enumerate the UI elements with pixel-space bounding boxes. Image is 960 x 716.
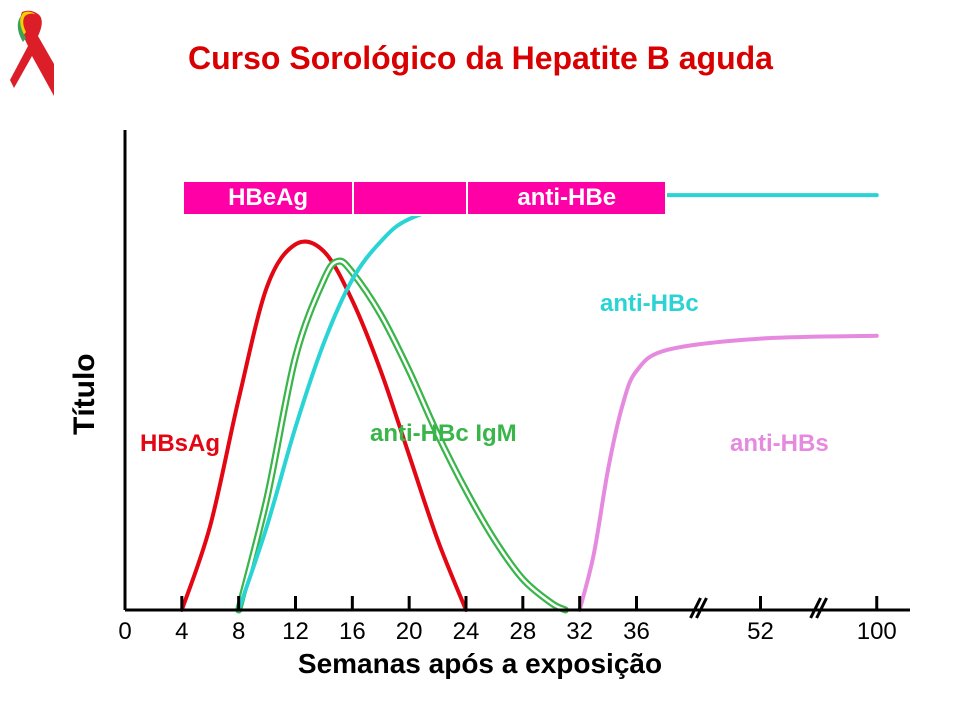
x-tick: 52 [747, 618, 774, 646]
page-title: Curso Sorológico da Hepatite B aguda [188, 40, 773, 77]
hbeag-bar-cell: HBeAg [182, 180, 353, 216]
x-tick: 8 [232, 618, 245, 646]
x-tick: 28 [509, 618, 536, 646]
page: Curso Sorológico da Hepatite B aguda Tít… [0, 0, 960, 716]
x-tick: 20 [396, 618, 423, 646]
x-tick: 24 [453, 618, 480, 646]
hbeag-bar-cell: anti-HBe [466, 180, 668, 216]
aids-ribbon-icon [8, 10, 58, 96]
hbeag-bar-cell [352, 180, 466, 216]
curve-label-anti-HBs: anti-HBs [730, 430, 829, 458]
x-tick: 4 [175, 618, 188, 646]
x-tick: 32 [566, 618, 593, 646]
x-tick: 0 [118, 618, 131, 646]
x-tick: 100 [857, 618, 897, 646]
curve-label-anti-HBc-IgM: anti-HBc IgM [370, 420, 517, 448]
x-axis-label: Semanas após a exposição [40, 648, 920, 680]
chart: Título Semanas após a exposição HBeAg ant… [40, 120, 920, 700]
x-tick: 16 [339, 618, 366, 646]
x-tick: 36 [623, 618, 650, 646]
y-axis-label: Título [68, 353, 102, 435]
hbeag-antihbe-bar: HBeAg anti-HBe [182, 180, 668, 216]
curve-label-anti-HBc: anti-HBc [600, 290, 699, 318]
title-banner: Curso Sorológico da Hepatite B aguda [68, 30, 952, 86]
curve-label-HBsAg: HBsAg [140, 430, 220, 458]
x-tick: 12 [282, 618, 309, 646]
